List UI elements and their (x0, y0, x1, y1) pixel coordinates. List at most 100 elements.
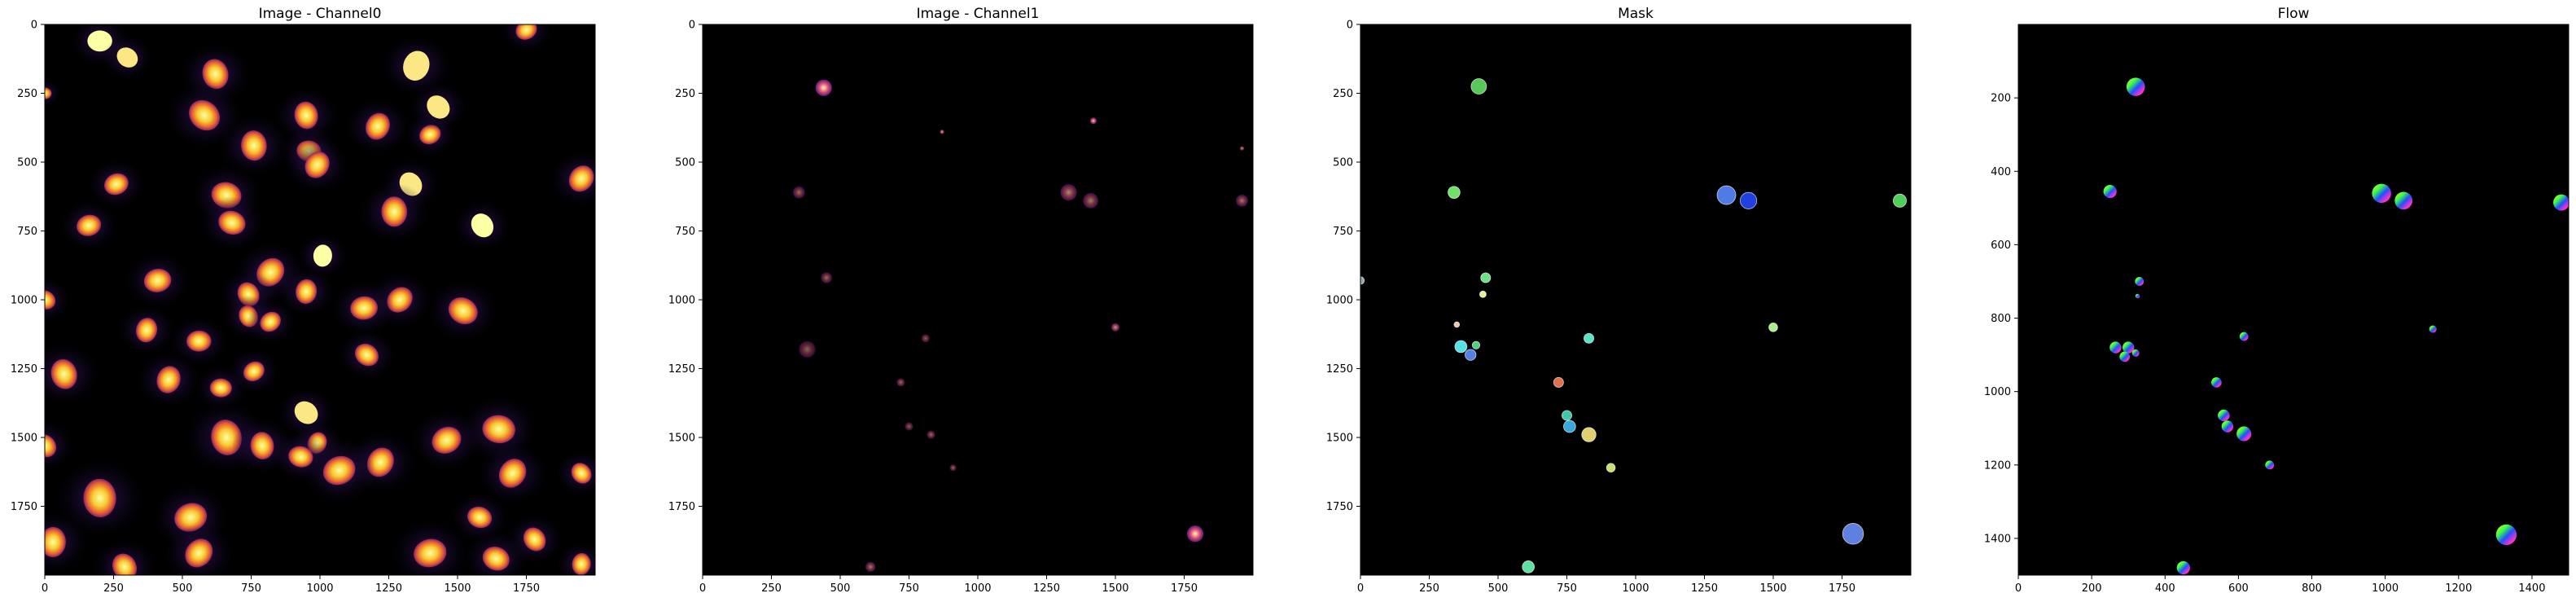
mask-region (1606, 463, 1616, 472)
x-tick-label: 0 (699, 582, 706, 595)
mask-region (1470, 78, 1487, 94)
nucleus-mark (112, 553, 138, 575)
x-tick-label: 0 (42, 582, 48, 595)
x-tick-label: 800 (2302, 582, 2322, 595)
nucleus-mark (288, 446, 313, 468)
spot-mark (1236, 194, 1248, 207)
nucleus-mark (243, 361, 265, 382)
flow-region (2103, 184, 2117, 199)
mask-region (1553, 376, 1564, 388)
nucleus-mark (294, 401, 318, 424)
y-tick-label: 1500 (11, 433, 37, 445)
x-tick-label: 1500 (1759, 582, 1786, 595)
y-tick-label: 1500 (668, 433, 695, 445)
nucleus-mark (209, 378, 232, 398)
y-tick-label: 600 (1991, 239, 2011, 252)
nucleus-mark (186, 330, 212, 352)
flow-region (2239, 332, 2249, 341)
x-tick-label: 200 (2082, 582, 2102, 595)
y-tick-label: 1400 (1984, 533, 2011, 545)
nucleus-mark (471, 213, 494, 238)
y-tick-label: 250 (675, 88, 695, 100)
spot-mark (921, 334, 930, 343)
flow-region (2372, 183, 2391, 204)
spot-mark (792, 186, 805, 199)
flow-region (2236, 426, 2252, 442)
nucleus-mark (448, 297, 478, 325)
nucleus-mark (296, 279, 318, 305)
flow-region (2265, 460, 2275, 470)
nucleus-mark (241, 130, 267, 161)
y-tick-label: 1750 (11, 501, 37, 513)
y-tick-label: 1250 (1326, 363, 1353, 376)
nucleus-mark (366, 112, 390, 140)
x-tick-label: 1750 (1829, 582, 1855, 595)
flow-region (2109, 341, 2122, 354)
y-tick-label: 1250 (11, 363, 37, 376)
x-tick-label: 250 (103, 582, 124, 595)
nucleus-mark (568, 165, 594, 192)
y-tick-label: 1500 (1326, 433, 1353, 445)
y-tick-label: 1750 (1326, 501, 1353, 513)
cell-halo (45, 80, 60, 107)
y-tick-label: 1000 (668, 295, 695, 307)
nucleus-mark (50, 358, 77, 389)
y-tick-label: 500 (1333, 157, 1353, 169)
flow-region (2122, 341, 2135, 354)
image-background (1360, 24, 1911, 575)
x-tick-label: 1250 (1033, 582, 1060, 595)
mask-region (1479, 290, 1487, 298)
y-tick-label: 400 (1991, 166, 2011, 178)
nucleus-mark (304, 152, 330, 178)
spot-mark (1111, 323, 1120, 332)
spot-mark (1239, 146, 1245, 151)
spot-mark (927, 430, 935, 439)
spot-mark (1089, 117, 1097, 125)
y-tick-label: 500 (17, 157, 37, 169)
nucleus-mark (189, 99, 221, 131)
x-tick-label: 1000 (306, 582, 333, 595)
y-tick-label: 250 (17, 88, 37, 100)
mask-region (1454, 340, 1468, 354)
flow-region (2135, 293, 2140, 299)
x-tick-label: 1500 (1102, 582, 1128, 595)
nucleus-mark (77, 214, 102, 236)
spot-mark (1060, 184, 1077, 201)
nucleus-mark (572, 552, 591, 575)
mask-region (1740, 191, 1758, 209)
cell-halo (45, 422, 72, 470)
x-tick-label: 1000 (2372, 582, 2399, 595)
panel-title: Mask (1618, 6, 1654, 22)
nucleus-mark (498, 459, 527, 488)
x-tick-label: 1400 (2518, 582, 2545, 595)
flow-region (2135, 277, 2144, 286)
x-tick-label: 1500 (444, 582, 471, 595)
flow-region (2131, 349, 2140, 357)
nucleus-mark (45, 87, 52, 99)
nucleus-mark (250, 432, 274, 459)
mask-region (1360, 276, 1365, 285)
nucleus-mark (350, 296, 378, 320)
panel-4: Flow 0 200 400 600 800 1000 1200 1400 200 400 600 80… (1984, 6, 2569, 595)
cell-halo (45, 279, 69, 321)
mask-region (1716, 185, 1737, 205)
y-tick-label: 1750 (668, 501, 695, 513)
x-tick-label: 750 (1557, 582, 1577, 595)
y-tick-label: 0 (689, 20, 695, 32)
y-tick-label: 1000 (11, 295, 37, 307)
y-tick-label: 200 (1991, 93, 2011, 105)
spot-mark (799, 341, 816, 358)
mask-region (1453, 321, 1461, 328)
image-content (792, 79, 1248, 572)
nucleus-mark (427, 95, 450, 119)
nucleus-mark (294, 101, 318, 130)
x-tick-label: 0 (1357, 582, 1364, 595)
y-tick-label: 500 (675, 157, 695, 169)
nucleus-mark (135, 318, 158, 343)
panel-3: Mask 0 250 500 750 1000 1250 1500 1750 0 250 500 750… (1326, 6, 1912, 595)
x-tick-label: 500 (830, 582, 851, 595)
nucleus-mark (143, 268, 172, 292)
nucleus-mark (515, 24, 537, 40)
panel-1: Image - Channel0 0 250 500 750 1000 1250 1500 17… (11, 6, 596, 595)
